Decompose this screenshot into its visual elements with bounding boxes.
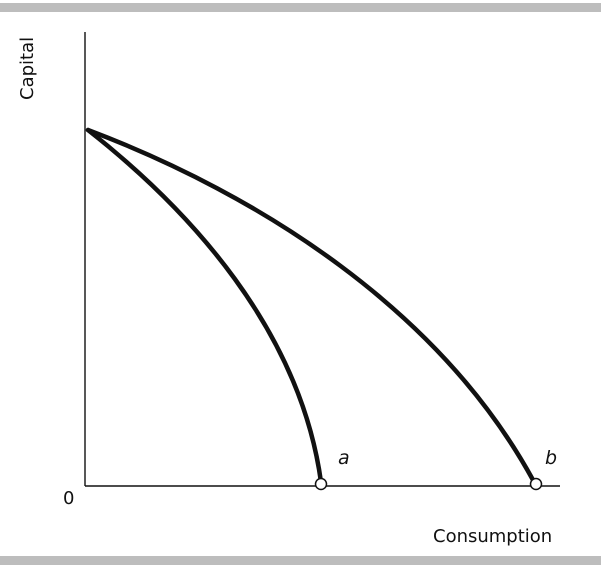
origin-label: 0 — [63, 488, 74, 509]
curve-a-label: a — [338, 447, 350, 469]
frontier-curve-b — [85, 127, 536, 483]
x-axis-label: Consumption — [433, 526, 552, 547]
curve-b-label: b — [545, 447, 557, 469]
top-rule — [0, 3, 601, 12]
y-axis-label: Capital — [17, 37, 38, 100]
bottom-rule — [0, 556, 601, 565]
frontier-curve-a — [85, 127, 324, 485]
point-b-marker — [529, 477, 543, 491]
point-a-marker — [314, 477, 328, 491]
